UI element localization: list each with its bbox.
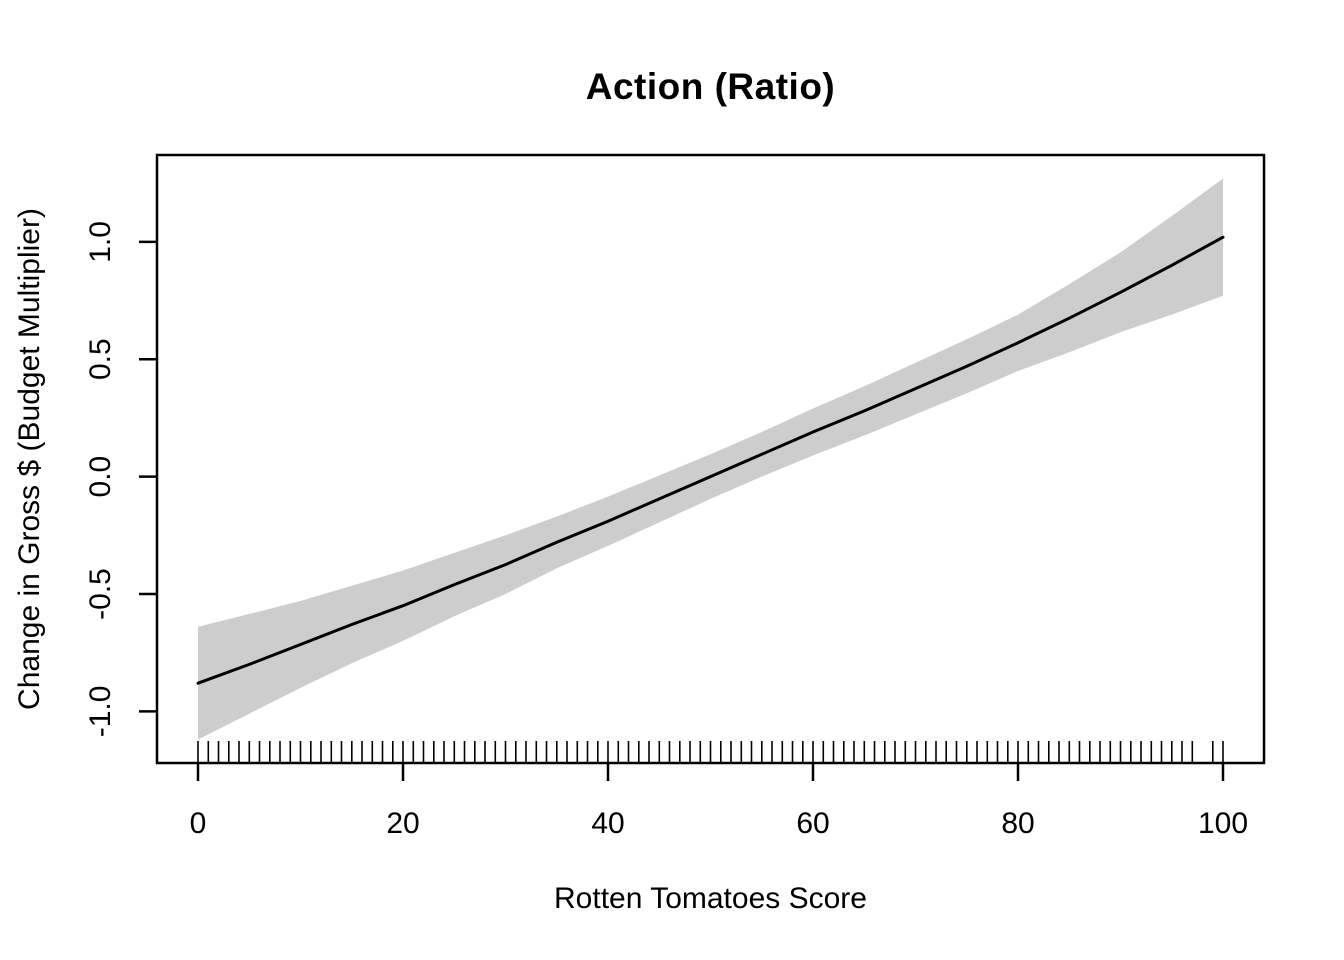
confidence-band bbox=[198, 178, 1223, 740]
x-tick-label: 80 bbox=[1001, 807, 1034, 840]
x-axis-label: Rotten Tomatoes Score bbox=[554, 882, 867, 915]
y-tick-label: 0.0 bbox=[84, 456, 117, 498]
x-tick-label: 20 bbox=[386, 807, 419, 840]
y-axis-label: Change in Gross $ (Budget Multiplier) bbox=[13, 208, 46, 710]
x-tick-label: 0 bbox=[190, 807, 207, 840]
x-tick-label: 100 bbox=[1198, 807, 1248, 840]
y-tick-label: 1.0 bbox=[84, 221, 117, 263]
y-tick-label: -0.5 bbox=[84, 568, 117, 620]
fitted-line bbox=[196, 235, 1225, 685]
chart-title: Action (Ratio) bbox=[585, 66, 836, 107]
y-tick-label: -1.0 bbox=[84, 686, 117, 738]
plot-box bbox=[155, 153, 1266, 765]
x-tick-label: 60 bbox=[796, 807, 829, 840]
y-tick-label: 0.5 bbox=[84, 338, 117, 380]
x-tick-label: 40 bbox=[591, 807, 624, 840]
